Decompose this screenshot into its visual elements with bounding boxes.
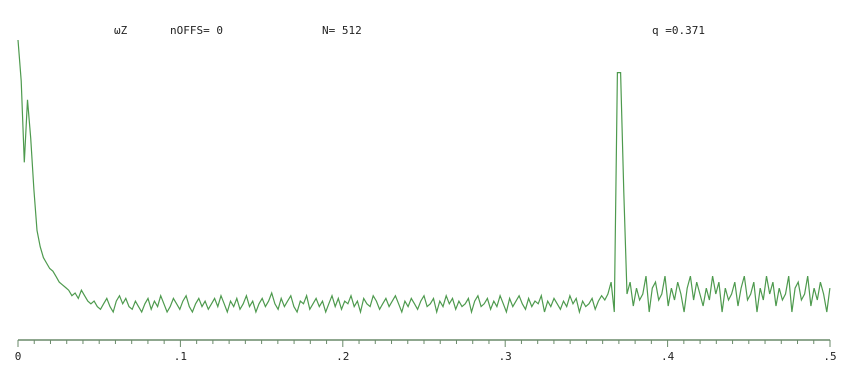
header-mode: ωZ — [114, 24, 128, 37]
x-axis-tick-labels: 0 .1 .2 .3 .4 .5 — [15, 350, 837, 363]
header-q: q =0.371 — [652, 24, 705, 37]
header-offset: nOFFS= 0 — [170, 24, 223, 37]
x-tick-label: .5 — [823, 350, 836, 363]
x-tick-label: .1 — [174, 350, 187, 363]
spectrum-line — [17, 39, 831, 315]
x-axis-ticks — [17, 340, 831, 347]
header-n: N= 512 — [322, 24, 362, 37]
x-tick-label: 0 — [15, 350, 22, 363]
x-tick-label: .3 — [499, 350, 512, 363]
x-tick-label: .4 — [661, 350, 675, 363]
x-tick-label: .2 — [336, 350, 349, 363]
